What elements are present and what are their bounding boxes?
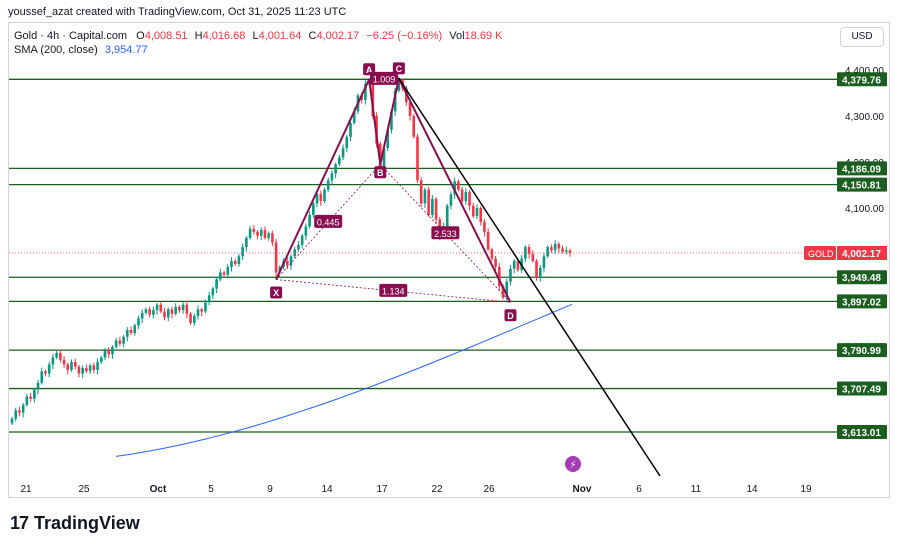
high-label: H xyxy=(194,30,203,42)
sma-value: 3,954.77 xyxy=(104,44,148,56)
currency-button[interactable]: USD xyxy=(840,27,884,47)
high-value: 4,016.68 xyxy=(202,30,246,42)
ohlc-line: Gold · 4h · Capital.com O4,008.51 H4,016… xyxy=(14,29,502,43)
close-value: 4,002.17 xyxy=(316,30,360,42)
tradingview-logo-text: TradingView xyxy=(34,513,140,533)
chart-legend: Gold · 4h · Capital.com O4,008.51 H4,016… xyxy=(14,29,502,57)
sma-label: SMA (200, close) xyxy=(14,44,98,56)
volume-value: 18.69 K xyxy=(464,30,503,42)
chart-frame xyxy=(8,22,890,498)
tradingview-logo[interactable]: 17 TradingView xyxy=(10,513,140,534)
open-value: 4,008.51 xyxy=(144,30,188,42)
change-value: −6.25 (−0.16%) xyxy=(366,30,443,42)
volume-label: Vol xyxy=(449,30,465,42)
tradingview-logo-icon: 17 xyxy=(10,513,29,533)
close-label: C xyxy=(308,30,317,42)
attribution-text: youssef_azat created with TradingView.co… xyxy=(8,6,347,18)
open-label: O xyxy=(136,30,145,42)
symbol-line: Gold · 4h · Capital.com xyxy=(14,30,128,42)
sma-line: SMA (200, close) 3,954.77 xyxy=(14,43,502,57)
low-value: 4,001.64 xyxy=(258,30,302,42)
low-label: L xyxy=(252,30,259,42)
